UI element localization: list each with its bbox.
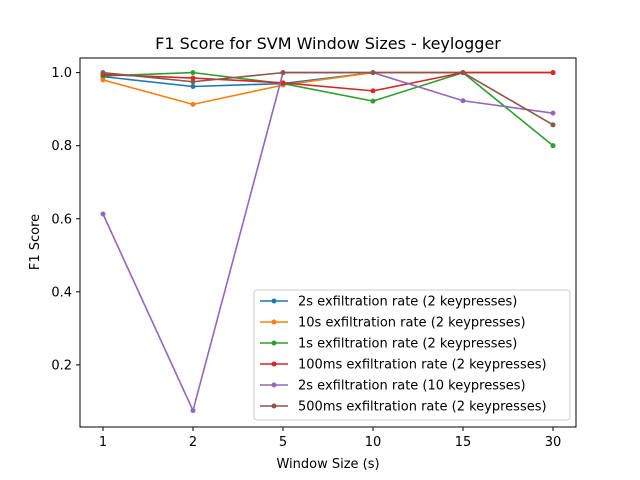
legend-entry: 1s exfiltration rate (2 keypresses) bbox=[260, 337, 517, 352]
y-tick-label: 0.4 bbox=[51, 285, 72, 300]
series-line bbox=[102, 71, 554, 147]
data-point bbox=[190, 70, 196, 76]
data-point bbox=[370, 70, 376, 76]
y-axis-label: F1 Score bbox=[28, 214, 43, 270]
data-point bbox=[100, 70, 106, 76]
legend-entry: 2s exfiltration rate (2 keypresses) bbox=[260, 295, 517, 310]
data-point bbox=[550, 110, 556, 116]
data-point bbox=[280, 70, 286, 76]
legend-entry: 10s exfiltration rate (2 keypresses) bbox=[260, 316, 526, 331]
x-tick-label: 10 bbox=[365, 435, 382, 450]
legend-label: 10s exfiltration rate (2 keypresses) bbox=[298, 316, 526, 331]
x-tick-label: 5 bbox=[279, 435, 287, 450]
data-point bbox=[190, 75, 196, 81]
x-tick-label: 30 bbox=[545, 435, 562, 450]
y-tick-label: 0.8 bbox=[51, 139, 72, 154]
series-2 bbox=[100, 70, 556, 107]
data-point bbox=[550, 122, 556, 128]
data-point bbox=[550, 143, 556, 149]
series-6 bbox=[100, 70, 556, 128]
legend-entry: 100ms exfiltration rate (2 keypresses) bbox=[260, 358, 547, 373]
y-tick-label: 0.6 bbox=[51, 212, 72, 227]
series-line bbox=[102, 71, 553, 92]
series-group bbox=[100, 70, 556, 414]
data-point bbox=[370, 88, 376, 94]
legend-entry: 500ms exfiltration rate (2 keypresses) bbox=[260, 400, 547, 415]
legend-marker bbox=[271, 361, 277, 367]
data-point bbox=[100, 77, 106, 83]
legend-marker bbox=[271, 340, 277, 346]
chart-title: F1 Score for SVM Window Sizes - keylogge… bbox=[155, 34, 501, 53]
legend-label: 2s exfiltration rate (10 keypresses) bbox=[298, 379, 526, 394]
series-3 bbox=[100, 70, 556, 149]
legend-label: 500ms exfiltration rate (2 keypresses) bbox=[298, 400, 547, 415]
axes-frame bbox=[79, 57, 577, 428]
plot-area: 1 2 5 10 15 30 0.2 0.4 0.6 0.8 1.0 bbox=[51, 57, 577, 450]
legend-marker bbox=[271, 298, 277, 304]
legend-marker bbox=[271, 319, 277, 325]
series-line bbox=[102, 71, 554, 126]
x-tick-label: 2 bbox=[189, 435, 197, 450]
data-point bbox=[280, 80, 286, 86]
legend-label: 2s exfiltration rate (2 keypresses) bbox=[298, 295, 517, 310]
y-axis: 0.2 0.4 0.6 0.8 1.0 bbox=[51, 66, 80, 373]
data-point bbox=[100, 211, 106, 217]
data-point bbox=[190, 408, 196, 414]
x-axis: 1 2 5 10 15 30 bbox=[99, 427, 561, 450]
legend-marker bbox=[271, 403, 277, 409]
data-point bbox=[550, 70, 556, 76]
x-tick-label: 1 bbox=[99, 435, 107, 450]
legend-entry: 2s exfiltration rate (10 keypresses) bbox=[260, 379, 526, 394]
data-point bbox=[190, 83, 196, 89]
y-tick-label: 0.2 bbox=[51, 358, 72, 373]
data-point bbox=[190, 101, 196, 107]
legend-marker bbox=[271, 382, 277, 388]
legend-label: 100ms exfiltration rate (2 keypresses) bbox=[298, 358, 547, 373]
legend-label: 1s exfiltration rate (2 keypresses) bbox=[298, 337, 517, 352]
legend-box bbox=[253, 289, 571, 421]
data-point bbox=[370, 98, 376, 104]
data-point bbox=[460, 70, 466, 76]
data-point bbox=[190, 79, 196, 85]
x-axis-label: Window Size (s) bbox=[276, 457, 379, 472]
y-tick-label: 1.0 bbox=[51, 66, 72, 81]
legend: 2s exfiltration rate (2 keypresses) 10s e… bbox=[253, 289, 571, 421]
data-point bbox=[460, 98, 466, 104]
x-tick-label: 15 bbox=[455, 435, 472, 450]
